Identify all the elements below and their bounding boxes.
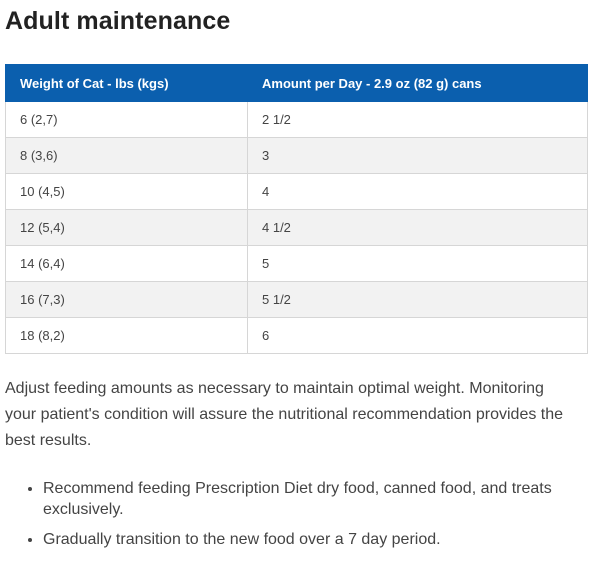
amount-cell: 5 1/2 — [247, 281, 588, 318]
table-header-row: Weight of Cat - lbs (kgs) Amount per Day… — [5, 64, 588, 102]
weight-cell: 16 (7,3) — [5, 281, 248, 318]
weight-cell: 18 (8,2) — [5, 317, 248, 354]
weight-cell: 8 (3,6) — [5, 137, 248, 174]
list-item: Recommend feeding Prescription Diet dry … — [43, 478, 580, 520]
table-row: 6 (2,7) 2 1/2 — [5, 101, 588, 138]
amount-cell: 3 — [247, 137, 588, 174]
column-header-amount: Amount per Day - 2.9 oz (82 g) cans — [247, 64, 588, 102]
amount-cell: 5 — [247, 245, 588, 282]
column-header-weight: Weight of Cat - lbs (kgs) — [5, 64, 248, 102]
weight-cell: 12 (5,4) — [5, 209, 248, 246]
table-row: 18 (8,2) 6 — [5, 317, 588, 354]
weight-cell: 6 (2,7) — [5, 101, 248, 138]
list-item: Gradually transition to the new food ove… — [43, 529, 580, 550]
table-row: 10 (4,5) 4 — [5, 173, 588, 210]
weight-cell: 10 (4,5) — [5, 173, 248, 210]
recommendation-list: Recommend feeding Prescription Diet dry … — [5, 478, 580, 559]
table-row: 14 (6,4) 5 — [5, 245, 588, 282]
table-row: 16 (7,3) 5 1/2 — [5, 281, 588, 318]
amount-cell: 4 — [247, 173, 588, 210]
weight-cell: 14 (6,4) — [5, 245, 248, 282]
page-title: Adult maintenance — [5, 7, 231, 35]
amount-cell: 6 — [247, 317, 588, 354]
amount-cell: 4 1/2 — [247, 209, 588, 246]
feeding-note-paragraph: Adjust feeding amounts as necessary to m… — [5, 380, 564, 449]
table-row: 8 (3,6) 3 — [5, 137, 588, 174]
amount-cell: 2 1/2 — [247, 101, 588, 138]
table-row: 12 (5,4) 4 1/2 — [5, 209, 588, 246]
feeding-table: Weight of Cat - lbs (kgs) Amount per Day… — [5, 64, 588, 354]
